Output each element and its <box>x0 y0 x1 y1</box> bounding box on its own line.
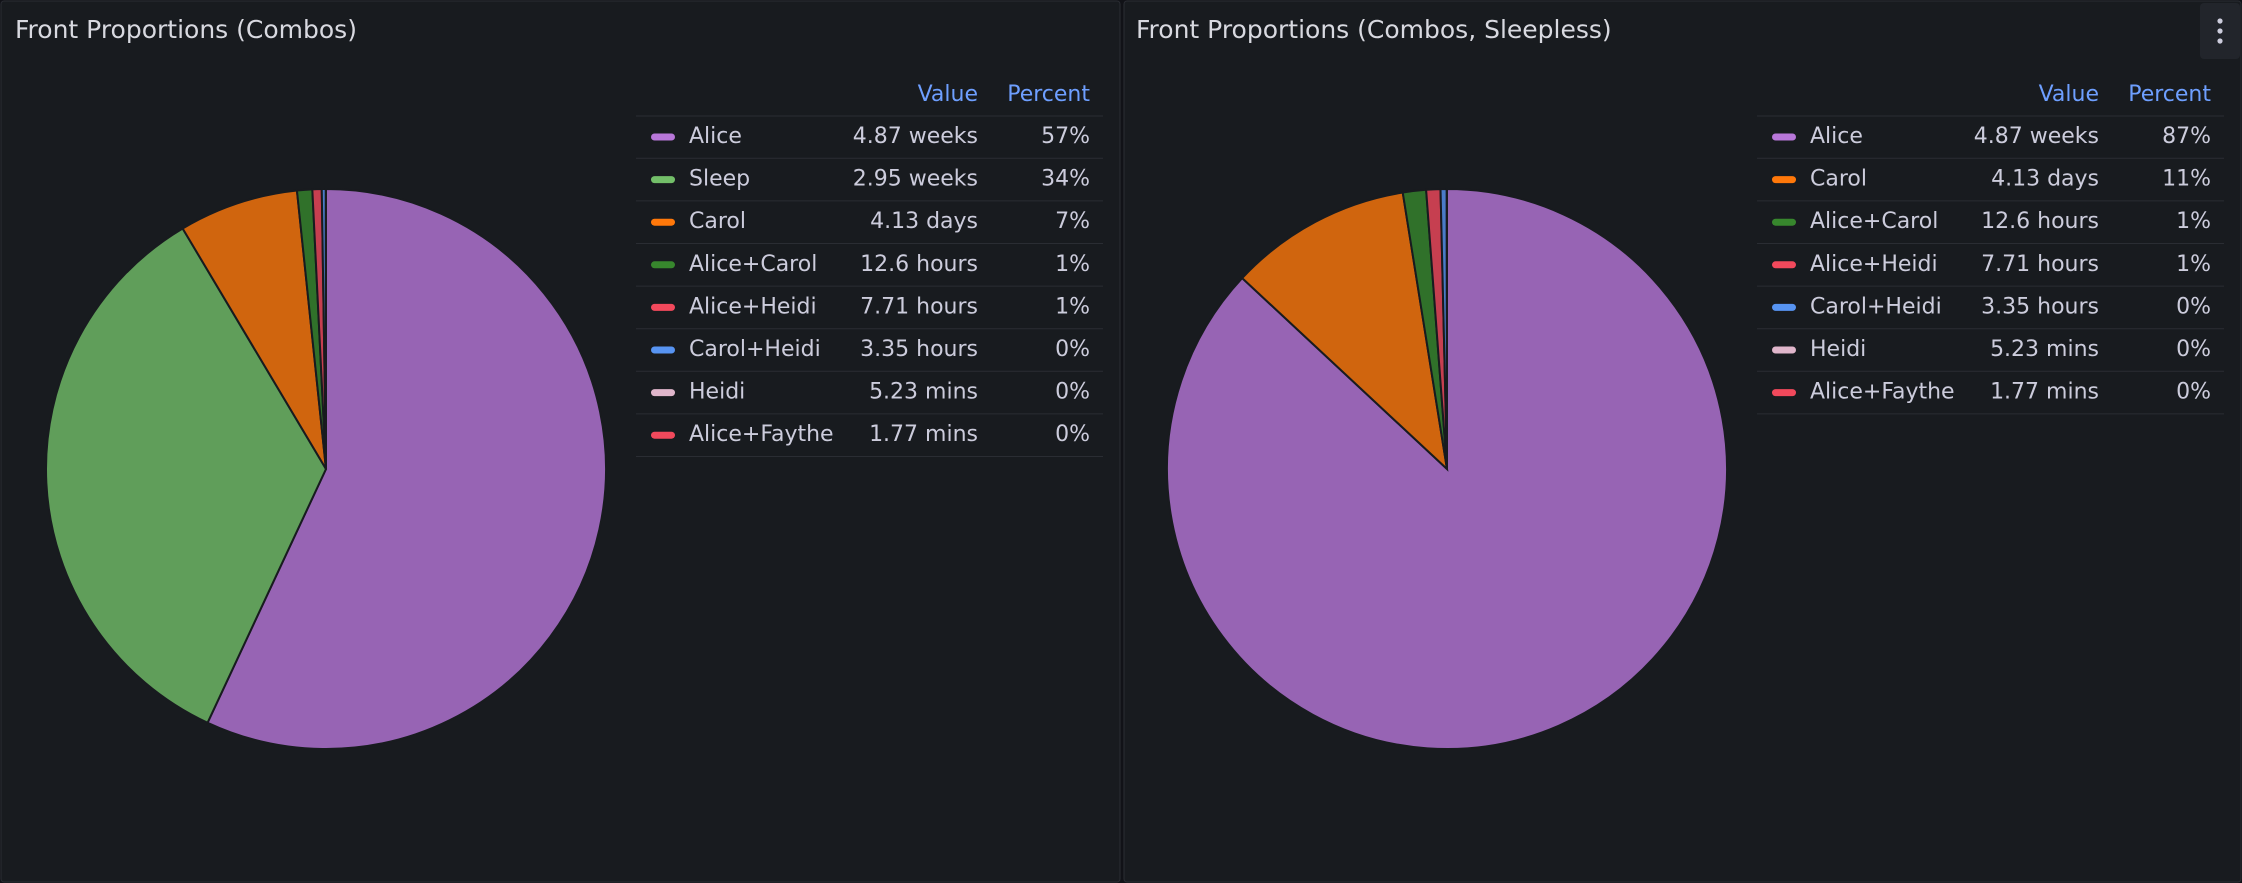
legend-swatch <box>651 389 675 397</box>
legend-swatch <box>1772 346 1796 354</box>
legend-label: Alice+Faythe <box>1810 380 1955 405</box>
legend-swatch <box>1772 389 1796 397</box>
legend-value: 5.23 mins <box>869 380 978 405</box>
legend-label: Carol <box>689 209 746 234</box>
pie-slice <box>206 187 607 750</box>
panel-menu[interactable] <box>2200 3 2240 59</box>
legend-label: Alice+Heidi <box>689 294 817 319</box>
legend-swatch <box>651 133 675 141</box>
legend-value: 1.77 mins <box>869 422 978 447</box>
legend-swatch <box>651 261 675 269</box>
legend-value: 7.71 hours <box>1981 252 2099 277</box>
legend-swatch <box>1772 303 1796 311</box>
legend-percent: 0% <box>1055 337 1090 362</box>
legend-header: Value <box>918 82 978 107</box>
legend-value: 4.13 days <box>1991 167 2099 192</box>
legend-header: Value <box>2039 82 2099 107</box>
legend-percent: 87% <box>2162 124 2211 149</box>
legend-label: Carol <box>1810 167 1867 192</box>
legend-swatch <box>651 218 675 226</box>
legend-label: Alice <box>689 124 742 149</box>
legend-value: 4.87 weeks <box>853 124 978 149</box>
legend-label: Carol+Heidi <box>689 337 821 362</box>
legend-value: 5.23 mins <box>1990 337 2099 362</box>
chart-title: Front Proportions (Combos) <box>15 15 357 44</box>
legend-percent: 0% <box>2176 337 2211 362</box>
legend-percent: 1% <box>1055 252 1090 277</box>
legend-label: Alice+Faythe <box>689 422 834 447</box>
legend-label: Alice+Carol <box>689 252 817 277</box>
legend-value: 3.35 hours <box>860 337 978 362</box>
legend-percent: 1% <box>1055 294 1090 319</box>
pie-slice <box>1240 191 1449 472</box>
legend-swatch <box>651 431 675 439</box>
legend-label: Sleep <box>689 167 750 192</box>
legend-value: 4.13 days <box>870 209 978 234</box>
legend-label: Heidi <box>689 380 745 405</box>
legend-value: 12.6 hours <box>1981 209 2099 234</box>
legend-header: Percent <box>2128 82 2211 107</box>
legend-percent: 7% <box>1055 209 1090 234</box>
legend-swatch <box>651 303 675 311</box>
legend-percent: 0% <box>2176 294 2211 319</box>
legend-label: Alice <box>1810 124 1863 149</box>
pie-slice <box>181 189 327 470</box>
legend-swatch <box>1772 261 1796 269</box>
legend-value: 7.71 hours <box>860 294 978 319</box>
legend-label: Alice+Carol <box>1810 209 1938 234</box>
legend-percent: 0% <box>2176 380 2211 405</box>
legend-swatch <box>1772 176 1796 184</box>
legend-value: 12.6 hours <box>860 252 978 277</box>
legend-value: 3.35 hours <box>1981 294 2099 319</box>
legend-percent: 0% <box>1055 422 1090 447</box>
legend-swatch <box>1772 218 1796 226</box>
chart-title: Front Proportions (Combos, Sleepless) <box>1136 15 1612 44</box>
legend-percent: 1% <box>2176 252 2211 277</box>
legend-percent: 11% <box>2162 167 2211 192</box>
legend-percent: 34% <box>1041 167 1090 192</box>
legend-value: 2.95 weeks <box>853 167 978 192</box>
legend-percent: 57% <box>1041 124 1090 149</box>
legend-percent: 1% <box>2176 209 2211 234</box>
legend-header: Percent <box>1007 82 1090 107</box>
legend-percent: 0% <box>1055 380 1090 405</box>
legend-swatch <box>1772 133 1796 141</box>
legend-label: Carol+Heidi <box>1810 294 1942 319</box>
legend-label: Heidi <box>1810 337 1866 362</box>
legend-swatch <box>651 346 675 354</box>
legend-label: Alice+Heidi <box>1810 252 1938 277</box>
legend-value: 1.77 mins <box>1990 380 2099 405</box>
legend-swatch <box>651 176 675 184</box>
legend-value: 4.87 weeks <box>1974 124 2099 149</box>
